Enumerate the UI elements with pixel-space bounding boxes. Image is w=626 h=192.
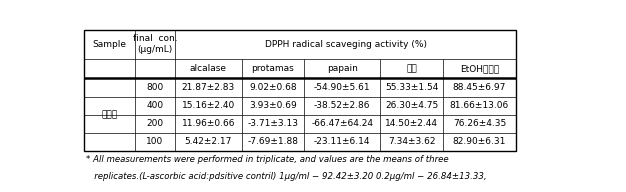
Text: 11.96±0.66: 11.96±0.66 — [182, 119, 235, 128]
Text: 76.26±4.35: 76.26±4.35 — [453, 119, 506, 128]
Text: 5.42±2.17: 5.42±2.17 — [185, 137, 232, 146]
Text: -38.52±2.86: -38.52±2.86 — [314, 101, 371, 110]
Text: 88.45±6.97: 88.45±6.97 — [453, 83, 506, 92]
Text: 3.93±0.69: 3.93±0.69 — [249, 101, 297, 110]
Text: 82.90±6.31: 82.90±6.31 — [453, 137, 506, 146]
Text: 7.34±3.62: 7.34±3.62 — [387, 137, 435, 146]
Text: -3.71±3.13: -3.71±3.13 — [247, 119, 299, 128]
Text: DPPH radical scaveging activity (%): DPPH radical scaveging activity (%) — [265, 40, 426, 49]
Text: final  con.: final con. — [133, 34, 177, 43]
Text: 26.30±4.75: 26.30±4.75 — [385, 101, 438, 110]
Text: 81.66±13.06: 81.66±13.06 — [450, 101, 509, 110]
Text: alcalase: alcalase — [190, 64, 227, 73]
Text: -66.47±64.24: -66.47±64.24 — [311, 119, 373, 128]
Text: -54.90±5.61: -54.90±5.61 — [314, 83, 371, 92]
Text: 15.16±2.40: 15.16±2.40 — [182, 101, 235, 110]
Text: 21.87±2.83: 21.87±2.83 — [182, 83, 235, 92]
Text: (μg/mL): (μg/mL) — [137, 45, 173, 54]
Text: 다슬기: 다슬기 — [101, 110, 118, 119]
Text: * All measurements were performed in triplicate, and values are the means of thr: * All measurements were performed in tri… — [86, 155, 448, 164]
Text: protamas: protamas — [252, 64, 294, 73]
Text: EtOH주추출: EtOH주추출 — [460, 64, 499, 73]
Text: -23.11±6.14: -23.11±6.14 — [314, 137, 371, 146]
Text: 어육: 어육 — [406, 64, 417, 73]
Text: 400: 400 — [146, 101, 163, 110]
Text: -7.69±1.88: -7.69±1.88 — [247, 137, 299, 146]
Text: 200: 200 — [146, 119, 163, 128]
Text: Sample: Sample — [93, 40, 126, 49]
Text: 14.50±2.44: 14.50±2.44 — [385, 119, 438, 128]
Text: 55.33±1.54: 55.33±1.54 — [385, 83, 438, 92]
Text: papain: papain — [327, 64, 357, 73]
Text: replicates.(L-ascorbic acid:pdsitive contril) 1μg/ml − 92.42±3.20 0.2μg/ml − 26.: replicates.(L-ascorbic acid:pdsitive con… — [86, 172, 486, 181]
Text: 9.02±0.68: 9.02±0.68 — [249, 83, 297, 92]
Text: 100: 100 — [146, 137, 163, 146]
Text: 800: 800 — [146, 83, 163, 92]
Bar — [84, 30, 516, 151]
